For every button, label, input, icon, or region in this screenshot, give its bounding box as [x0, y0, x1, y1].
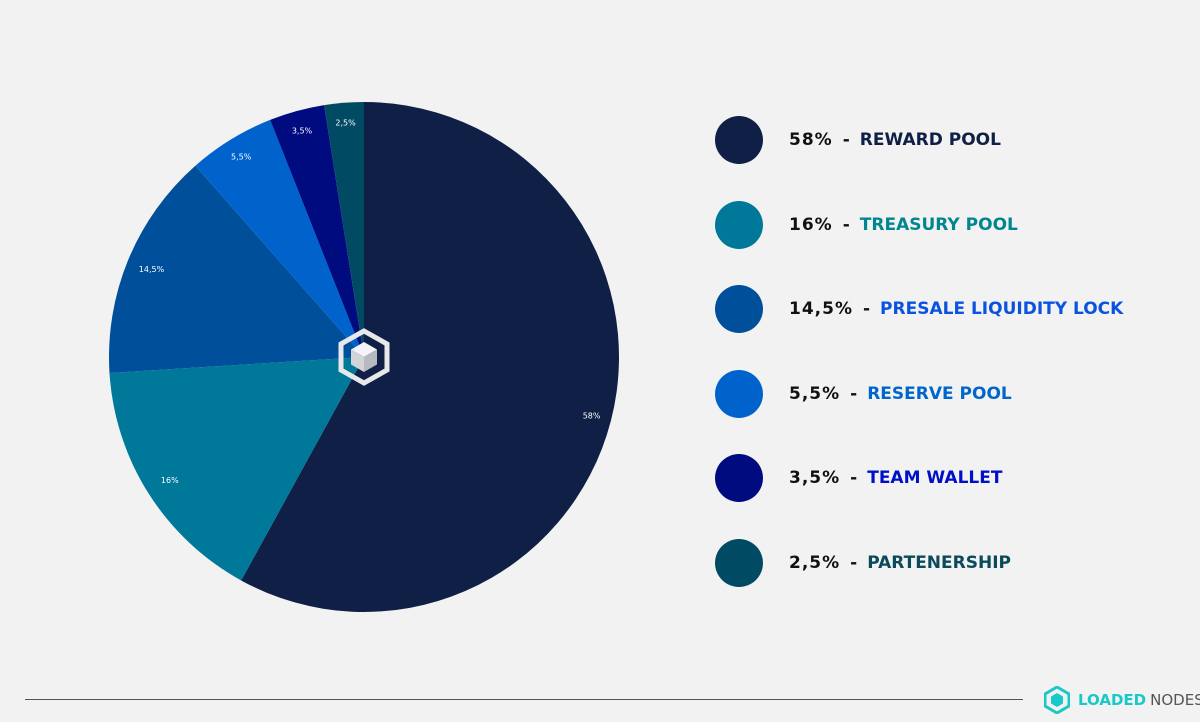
slice-label-4: 3,5%: [292, 126, 313, 135]
divider: [25, 699, 1023, 700]
legend-percent: 5,5%: [789, 383, 841, 404]
legend-swatch: [715, 369, 763, 418]
slice-label-1: 16%: [161, 476, 179, 485]
legend-percent: 2,5%: [789, 552, 841, 573]
legend-item: 16% - TREASURY POOL: [715, 200, 1123, 249]
legend-item: 5,5% - RESERVE POOL: [715, 369, 1123, 418]
pie-chart: 58% 16% 14,5% 5,5% 3,5% 2,5%: [108, 102, 619, 612]
legend-label: PRESALE LIQUIDITY LOCK: [880, 299, 1124, 319]
slice-label-3: 5,5%: [231, 153, 252, 162]
pie-slice-2: [108, 165, 364, 374]
legend-label: REWARD POOL: [859, 130, 1001, 150]
legend-swatch: [715, 454, 763, 502]
legend-separator: -: [850, 552, 858, 573]
legend-separator: -: [862, 299, 871, 319]
legend-item: 58% - REWARD POOL: [715, 116, 1123, 164]
legend-item: 2,5% - PARTENERSHIP: [715, 538, 1123, 587]
legend-label: TREASURY POOL: [859, 214, 1018, 235]
legend-separator: -: [842, 130, 850, 150]
pie-slice-3: [195, 119, 364, 357]
legend-percent: 58%: [789, 130, 833, 150]
legend-label: TEAM WALLET: [867, 468, 1003, 488]
legend-item: 14,5% - PRESALE LIQUIDITY LOCK: [715, 285, 1123, 333]
pie-slice-0: [241, 102, 619, 612]
brand-name-nodes: NODES: [1150, 691, 1200, 709]
center-logo-icon: [338, 328, 390, 386]
pie-slice-4: [270, 105, 364, 358]
legend-label: PARTENERSHIP: [867, 552, 1011, 573]
hexagon-logo-icon: [1044, 686, 1070, 714]
legend-percent: 14,5%: [789, 299, 853, 319]
slice-label-5: 2,5%: [335, 119, 356, 128]
legend-separator: -: [850, 383, 858, 404]
legend-swatch: [715, 200, 763, 249]
legend-swatch: [715, 285, 763, 333]
legend-separator: -: [842, 214, 850, 235]
legend-label: RESERVE POOL: [867, 383, 1012, 404]
legend-percent: 3,5%: [789, 468, 841, 488]
legend-item: 3,5% - TEAM WALLET: [715, 454, 1123, 502]
brand-name-loaded: LOADED: [1078, 691, 1147, 709]
legend-separator: -: [850, 468, 858, 488]
legend-swatch: [715, 116, 763, 164]
slice-label-2: 14,5%: [139, 265, 165, 274]
pie-slice-1: [109, 357, 365, 581]
brand-logo: LOADED NODES: [1044, 686, 1200, 714]
pie-slice-5: [324, 102, 364, 357]
slice-label-0: 58%: [583, 411, 601, 420]
legend-percent: 16%: [789, 214, 833, 235]
legend-swatch: [715, 538, 763, 587]
legend: 58% - REWARD POOL 16% - TREASURY POOL 14,5% - PR…: [715, 116, 1123, 623]
